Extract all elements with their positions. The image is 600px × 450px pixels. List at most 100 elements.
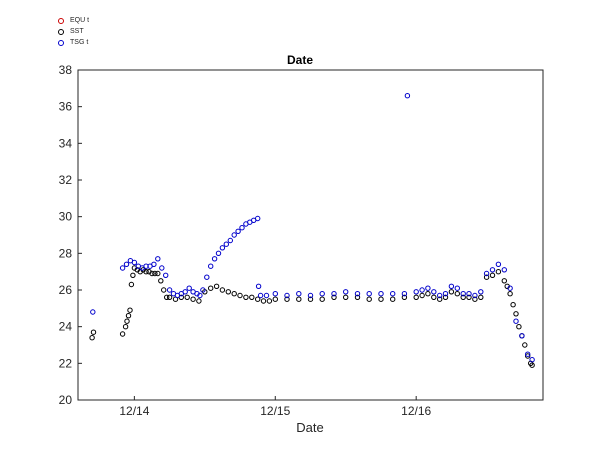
point-sst bbox=[243, 294, 249, 300]
point-sst bbox=[483, 274, 490, 280]
point-sst bbox=[516, 324, 522, 330]
point-sst bbox=[296, 296, 302, 302]
point-tsg-t bbox=[466, 291, 472, 297]
x-tick-label: 12/15 bbox=[260, 404, 290, 418]
point-sst bbox=[184, 294, 190, 300]
point-tsg-t bbox=[215, 250, 222, 257]
point-sst bbox=[266, 298, 273, 304]
point-sst bbox=[130, 272, 136, 278]
point-tsg-t bbox=[401, 291, 408, 297]
point-sst bbox=[213, 283, 220, 289]
point-sst bbox=[272, 296, 278, 302]
point-sst bbox=[90, 329, 97, 335]
legend-label-equ: EQU t bbox=[70, 17, 90, 24]
x-axis-label: Date bbox=[296, 420, 323, 435]
point-sst bbox=[319, 296, 325, 302]
x-tick-label: 12/16 bbox=[401, 404, 431, 418]
point-sst bbox=[284, 296, 290, 302]
point-tsg-t bbox=[257, 292, 264, 299]
x-tick-label: 12/14 bbox=[119, 404, 149, 418]
point-sst bbox=[425, 291, 431, 297]
point-tsg-t bbox=[366, 291, 372, 297]
point-tsg-t bbox=[404, 93, 411, 99]
point-sst bbox=[413, 294, 419, 300]
point-tsg-t bbox=[211, 256, 218, 262]
point-sst bbox=[231, 291, 237, 297]
legend-label-sst: SST bbox=[70, 28, 84, 35]
point-tsg-t bbox=[182, 289, 188, 295]
point-tsg-t bbox=[155, 256, 161, 262]
point-tsg-t bbox=[123, 261, 130, 267]
point-tsg-t bbox=[331, 291, 337, 297]
point-tsg-t bbox=[200, 287, 206, 293]
y-tick-label: 32 bbox=[59, 173, 73, 187]
point-sst bbox=[478, 294, 484, 300]
point-tsg-t bbox=[231, 232, 237, 238]
point-tsg-t bbox=[460, 291, 466, 297]
point-tsg-t bbox=[495, 261, 502, 267]
legend-item-tsg: TSG t bbox=[58, 37, 89, 48]
point-sst bbox=[401, 294, 408, 300]
point-tsg-t bbox=[319, 291, 325, 297]
point-sst bbox=[378, 296, 384, 302]
point-tsg-t bbox=[507, 285, 513, 291]
point-tsg-t bbox=[307, 292, 314, 299]
point-tsg-t bbox=[390, 291, 396, 297]
point-tsg-t bbox=[186, 285, 192, 291]
point-sst bbox=[166, 294, 173, 300]
point-tsg-t bbox=[272, 291, 278, 297]
y-tick-label: 22 bbox=[59, 356, 73, 370]
point-sst bbox=[331, 294, 337, 300]
point-tsg-t bbox=[378, 291, 384, 297]
point-tsg-t bbox=[525, 351, 531, 357]
point-tsg-t bbox=[239, 225, 245, 231]
data-points bbox=[89, 93, 535, 368]
point-tsg-t bbox=[255, 215, 261, 222]
point-tsg-t bbox=[235, 228, 241, 235]
point-sst bbox=[152, 270, 158, 277]
point-sst bbox=[442, 294, 449, 300]
point-tsg-t bbox=[296, 291, 302, 297]
point-tsg-t bbox=[343, 289, 349, 295]
point-sst bbox=[460, 294, 466, 300]
point-tsg-t bbox=[227, 237, 234, 244]
point-sst bbox=[158, 278, 164, 284]
point-sst bbox=[127, 307, 133, 313]
point-sst bbox=[366, 296, 372, 302]
point-sst bbox=[143, 269, 149, 275]
point-sst bbox=[501, 278, 507, 284]
point-sst bbox=[164, 294, 170, 300]
point-sst bbox=[125, 313, 132, 319]
point-tsg-t bbox=[472, 292, 478, 299]
point-sst bbox=[495, 269, 502, 275]
point-tsg-t bbox=[263, 292, 270, 299]
legend-marker-sst bbox=[58, 28, 64, 35]
point-sst bbox=[437, 296, 443, 302]
point-tsg-t bbox=[143, 263, 149, 269]
y-tick-label: 24 bbox=[59, 320, 73, 334]
y-tick-label: 28 bbox=[59, 246, 73, 260]
point-tsg-t bbox=[90, 309, 96, 315]
point-sst bbox=[448, 289, 455, 295]
point-tsg-t bbox=[204, 274, 210, 280]
point-tsg-t bbox=[223, 241, 230, 247]
point-tsg-t bbox=[354, 291, 361, 297]
y-tick-label: 30 bbox=[59, 210, 73, 224]
point-sst bbox=[343, 294, 349, 300]
y-tick-label: 38 bbox=[59, 63, 73, 77]
point-tsg-t bbox=[425, 285, 431, 291]
point-sst bbox=[354, 294, 361, 300]
y-tick-label: 36 bbox=[59, 100, 73, 114]
y-axis: 20 22 24 26 28 30 32 34 36 38 bbox=[59, 63, 82, 407]
point-tsg-t bbox=[519, 333, 525, 339]
point-tsg-t bbox=[119, 265, 126, 271]
point-tsg-t bbox=[419, 287, 425, 293]
point-sst bbox=[208, 285, 214, 291]
point-tsg-t bbox=[513, 318, 519, 324]
point-tsg-t bbox=[163, 272, 169, 278]
point-sst bbox=[190, 296, 196, 302]
point-tsg-t bbox=[284, 292, 290, 299]
point-sst bbox=[529, 362, 535, 368]
point-sst bbox=[507, 291, 513, 297]
